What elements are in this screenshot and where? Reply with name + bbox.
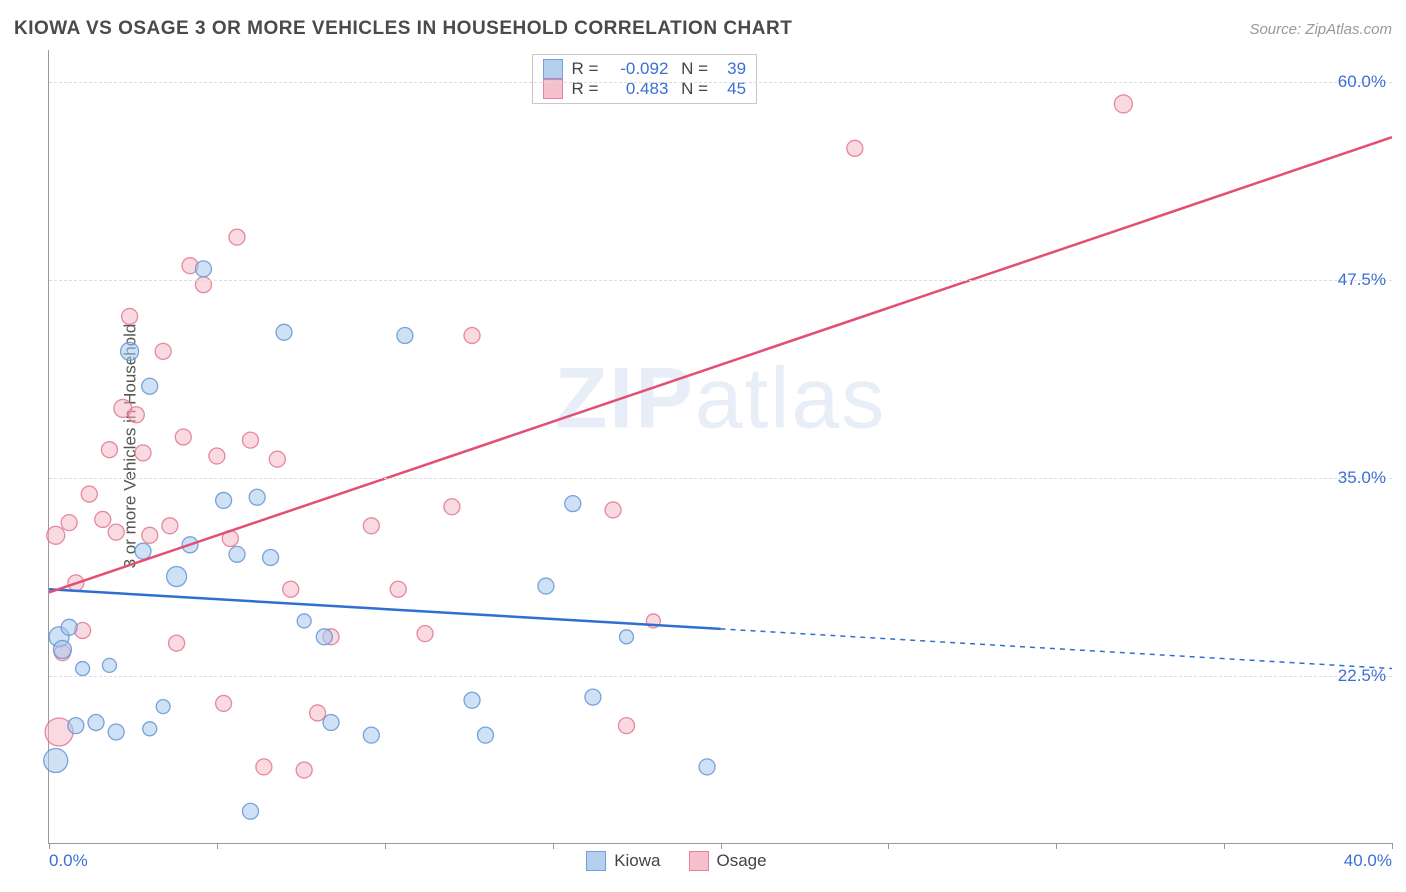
legend-item-kiowa: Kiowa (586, 851, 660, 871)
bottom-legend: Kiowa Osage (586, 851, 766, 871)
legend-item-osage: Osage (689, 851, 767, 871)
legend-swatch-kiowa (586, 851, 606, 871)
statistics-box: R = -0.092 N = 39 R = 0.483 N = 45 (532, 54, 757, 104)
x-axis-max-label: 40.0% (1344, 851, 1392, 871)
source-label: Source: ZipAtlas.com (1249, 21, 1392, 38)
x-axis-min-label: 0.0% (49, 851, 88, 871)
scatter-svg (49, 50, 1392, 843)
legend-label-kiowa: Kiowa (614, 851, 660, 871)
legend-label-osage: Osage (717, 851, 767, 871)
y-tick-label: 35.0% (1338, 468, 1386, 488)
kiowa-n-value: 39 (716, 59, 746, 79)
stat-row-kiowa: R = -0.092 N = 39 (543, 59, 746, 79)
legend-swatch-osage (689, 851, 709, 871)
kiowa-r-value: -0.092 (606, 59, 668, 79)
y-tick-label: 22.5% (1338, 666, 1386, 686)
chart-title: KIOWA VS OSAGE 3 OR MORE VEHICLES IN HOU… (14, 18, 792, 40)
y-tick-label: 60.0% (1338, 72, 1386, 92)
swatch-kiowa (543, 59, 563, 79)
y-tick-label: 47.5% (1338, 270, 1386, 290)
chart-plot-area: ZIPatlas R = -0.092 N = 39 R = 0.483 N =… (48, 50, 1392, 844)
